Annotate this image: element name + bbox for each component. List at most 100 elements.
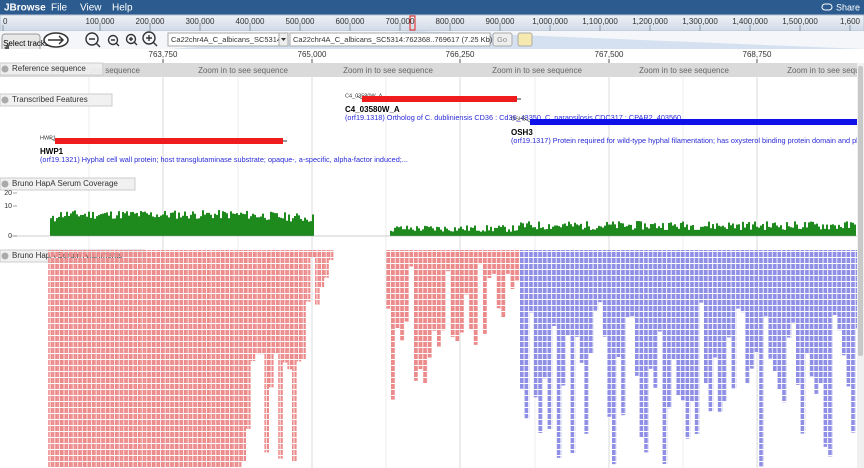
coverage-bar (624, 226, 626, 236)
coverage-bar (252, 213, 254, 236)
coverage-bar (132, 211, 134, 236)
read-column (478, 250, 483, 265)
coverage-bar (472, 227, 474, 236)
read-column (62, 250, 67, 468)
coverage-bar (604, 225, 606, 236)
ruler-tick-label: 766,250 (446, 50, 475, 59)
coverage-bar (94, 218, 96, 236)
coverage-bar (90, 217, 92, 236)
track-label-box (0, 62, 104, 76)
coverage-bar (306, 219, 308, 236)
coverage-bar (486, 225, 488, 236)
read-column (529, 250, 534, 313)
read-column (204, 250, 210, 468)
coverage-bar (274, 213, 276, 236)
read-column (575, 250, 580, 337)
coverage-bar (702, 226, 704, 236)
coverage-bar (728, 222, 730, 236)
location-text[interactable]: Ca22chr4A_C_albicans_SC5314:762368..7696… (293, 35, 493, 44)
coverage-bar (104, 213, 106, 236)
go-label[interactable]: Go (497, 35, 507, 44)
coverage-bar (434, 230, 436, 236)
read-column (763, 250, 769, 317)
overview-tick-label: 1,300,000 (682, 17, 718, 26)
coverage-bar (832, 224, 834, 236)
coverage-bar (394, 227, 396, 236)
scrollbar-thumb[interactable] (858, 66, 863, 356)
zoom-in[interactable] (125, 33, 137, 45)
read-column (121, 250, 127, 468)
coverage-bar (652, 224, 654, 236)
go-button[interactable] (492, 32, 513, 47)
menu-help[interactable]: Help (112, 3, 133, 14)
feature-description: (orf19.1321) Hyphal cell wall protein; h… (40, 155, 408, 164)
coverage-bar (476, 230, 478, 236)
coverage-bar (640, 221, 642, 236)
coverage-bar (678, 228, 680, 236)
coverage-bar (226, 213, 228, 236)
coverage-bar (574, 222, 576, 236)
coverage-bar (742, 221, 744, 236)
read-column (319, 250, 325, 288)
coverage-bar (682, 221, 684, 236)
track-close-icon (1, 180, 9, 188)
zoom-in-big[interactable] (142, 31, 156, 45)
overview-tick-label: 700,000 (386, 17, 415, 26)
track-label[interactable]: Bruno HapA Serum Coverage (0, 177, 136, 191)
zoom-out[interactable] (107, 34, 119, 46)
coverage-bar (650, 224, 652, 236)
coverage-bar (82, 214, 84, 236)
menu-file[interactable]: File (51, 3, 68, 14)
share-icon[interactable] (821, 3, 833, 11)
coverage-bar (120, 218, 122, 236)
share-button[interactable]: Share (836, 2, 860, 12)
coverage-bar (154, 217, 156, 236)
read-column (250, 250, 256, 362)
coverage-bar (488, 230, 490, 236)
coverage-bar (844, 222, 846, 236)
coverage-bar (234, 213, 236, 236)
coverage-bar (582, 229, 584, 236)
coverage-bar (66, 211, 68, 236)
reference-name[interactable]: Ca22chr4A_C_albicans_SC5314 (171, 35, 281, 44)
location-box[interactable] (289, 32, 491, 47)
coverage-bar (92, 211, 94, 236)
coverage-bar (818, 226, 820, 236)
read-column (791, 250, 796, 323)
read-column (158, 250, 164, 468)
zoom-icon (111, 39, 120, 47)
coverage-bar (452, 231, 454, 236)
coverage-bar (62, 217, 64, 236)
read-column (413, 250, 419, 381)
coverage-bar (54, 221, 56, 236)
coverage-bar (836, 228, 838, 236)
coverage-bar (772, 223, 774, 236)
coverage-bar (158, 217, 160, 236)
coverage-bar (412, 229, 414, 236)
coverage-axis-label: 10 (4, 203, 12, 210)
coverage-bar (112, 218, 114, 236)
coverage-bar (448, 230, 450, 236)
track-label[interactable]: Transcribed Features (0, 93, 113, 107)
track-label[interactable]: Reference sequence (0, 62, 104, 76)
select-tracks-label[interactable]: Select tracks (3, 39, 49, 48)
coverage-bar (826, 224, 828, 236)
coverage-bar (536, 229, 538, 236)
zoom-out-big[interactable] (85, 32, 99, 46)
coverage-bar (606, 221, 608, 236)
coverage-bar (734, 228, 736, 236)
coverage-bar (102, 213, 104, 236)
coverage-bar (790, 227, 792, 236)
read-column (112, 250, 118, 468)
feature-connector (49, 137, 56, 142)
highlight-button[interactable] (517, 32, 533, 47)
coverage-bar (538, 221, 540, 236)
menu-view[interactable]: View (80, 3, 102, 14)
coverage-bar (806, 227, 808, 236)
coverage-bar (134, 213, 136, 236)
coverage-bar (148, 214, 150, 236)
coverage-bar (722, 225, 724, 236)
coverage-bar (684, 227, 686, 236)
